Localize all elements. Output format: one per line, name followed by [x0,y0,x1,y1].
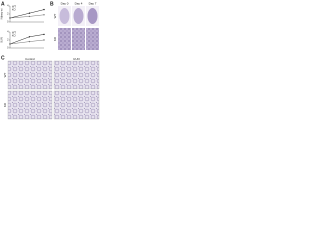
y-tick-label: 2 [7,13,9,16]
point [28,12,31,14]
point [43,33,45,36]
y-tick-label: 4 [7,5,9,8]
column-header: UUO [73,57,80,61]
column-header: Day 4 [75,1,83,5]
point [9,17,11,19]
legend-label: KO [12,35,16,38]
point [43,39,45,41]
legend-label: WT [12,32,16,35]
panel-label: C [1,55,5,61]
column-header: Day 7 [89,1,97,5]
row-label: WT [3,73,7,78]
panel-label: A [1,1,5,7]
line [9,14,45,19]
row-label: KO [53,36,57,41]
point [28,15,31,18]
point [9,43,11,45]
panel-c-images [7,60,100,120]
y-tick-label: 4 [7,31,9,34]
y-tick-label: 0 [7,21,9,24]
point [28,36,31,38]
legend-label: KO [12,9,16,12]
row-label: WT [53,14,57,19]
y-axis-label: Kidney wt [1,8,4,19]
column-header: Control [25,57,35,61]
column-header: Day 0 [61,1,69,5]
point [43,8,45,11]
y-tick-label: 2 [7,39,9,42]
panel-label: B [50,1,54,7]
y-axis-label: BUN [1,37,4,42]
y-tick-label: 0 [7,47,9,50]
point [43,14,45,16]
legend-label: WT [12,6,16,9]
row-label: KO [3,102,7,107]
panel-b-images [58,6,99,50]
point [28,40,31,43]
